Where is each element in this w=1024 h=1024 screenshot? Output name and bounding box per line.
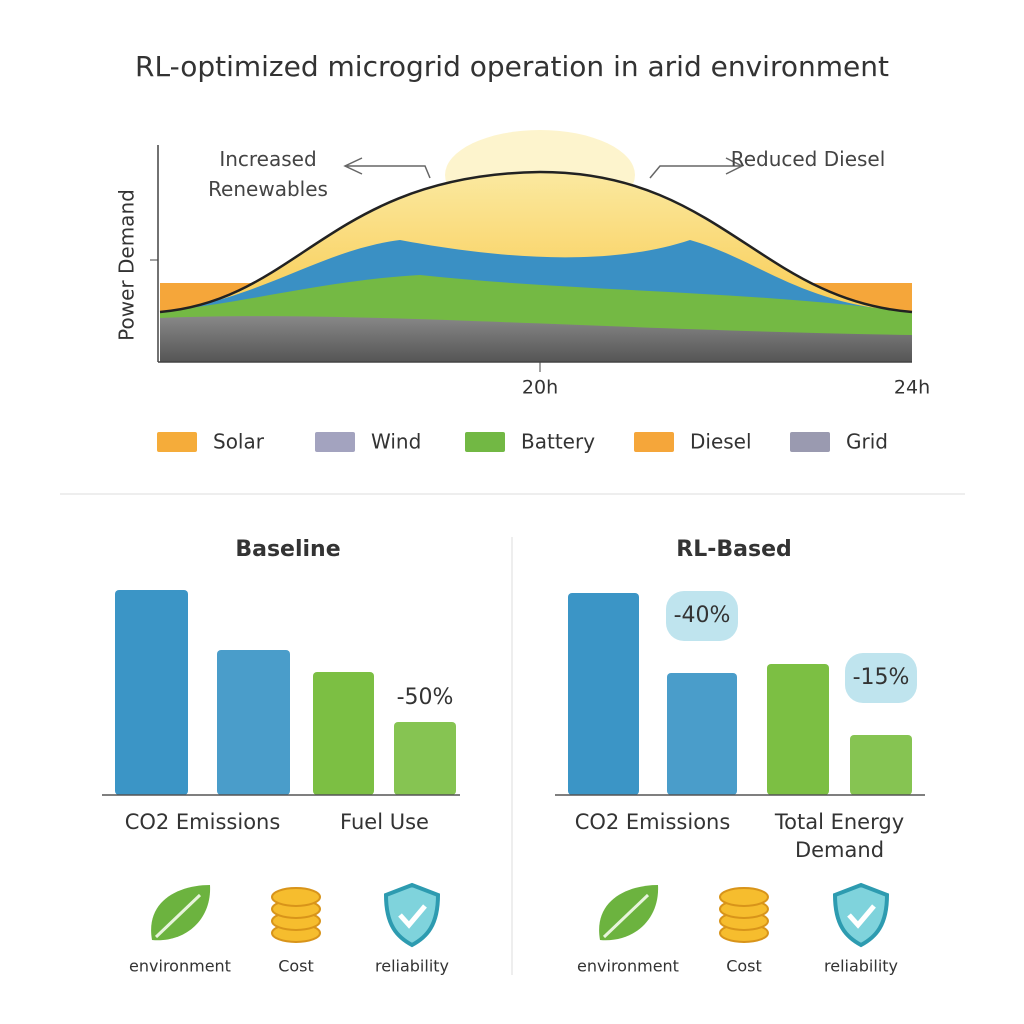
shield-icon — [832, 882, 890, 948]
coin-icon — [719, 887, 769, 907]
bar — [667, 673, 737, 795]
x-tick-label: CO2 Emissions — [574, 810, 731, 834]
legend-swatch — [157, 432, 197, 452]
check-icon — [847, 904, 876, 929]
shield-icon — [383, 882, 441, 948]
y-label: Power Demand — [115, 189, 139, 341]
bar — [217, 650, 290, 795]
legend-swatch — [634, 432, 674, 452]
legend-swatch — [315, 432, 355, 452]
legend-label: Grid — [846, 430, 888, 454]
x-label: 20h — [522, 377, 558, 399]
annotation: -15% — [853, 665, 910, 690]
leaf-vein — [154, 893, 202, 939]
annotation: -50% — [397, 685, 454, 710]
leaf-vein — [602, 893, 650, 939]
demand-curve — [159, 170, 913, 314]
badge-label: reliability — [375, 957, 449, 976]
bar — [313, 672, 374, 795]
annotation: -40% — [674, 603, 731, 628]
badge-label: environment — [129, 957, 231, 976]
bar — [115, 590, 188, 795]
x-label: 24h — [894, 377, 930, 399]
bar — [568, 593, 639, 795]
grid-layer — [160, 316, 912, 362]
legend-label: Solar — [213, 430, 265, 454]
annotation-bubble — [845, 653, 917, 703]
bar — [850, 735, 912, 795]
annotation: Reduced Diesel — [730, 147, 886, 171]
panel-title: RL-Based — [676, 537, 791, 562]
legend-swatch — [465, 432, 505, 452]
badge-label: Cost — [278, 957, 314, 976]
legend-label: Wind — [371, 430, 421, 454]
bar — [767, 664, 829, 795]
annotation: Increased Renewables — [208, 147, 328, 201]
legend-label: Diesel — [690, 430, 752, 454]
badge-label: environment — [577, 957, 679, 976]
legend-label: Battery — [521, 430, 595, 454]
badge-label: Cost — [726, 957, 762, 976]
bar — [394, 722, 456, 795]
x-tick-label: Fuel Use — [340, 810, 429, 834]
panel-title: Baseline — [235, 537, 340, 562]
check-icon — [398, 904, 427, 929]
legend-swatch — [790, 432, 830, 452]
x-tick-label: CO2 Emissions — [124, 810, 281, 834]
coin-icon — [271, 887, 321, 907]
arrow — [343, 157, 431, 179]
arrow — [649, 157, 744, 179]
title: RL-optimized microgrid operation in arid… — [135, 50, 889, 83]
x-tick-label: Total Energy Demand — [774, 810, 905, 862]
badge-label: reliability — [824, 957, 898, 976]
annotation-bubble — [666, 591, 738, 641]
